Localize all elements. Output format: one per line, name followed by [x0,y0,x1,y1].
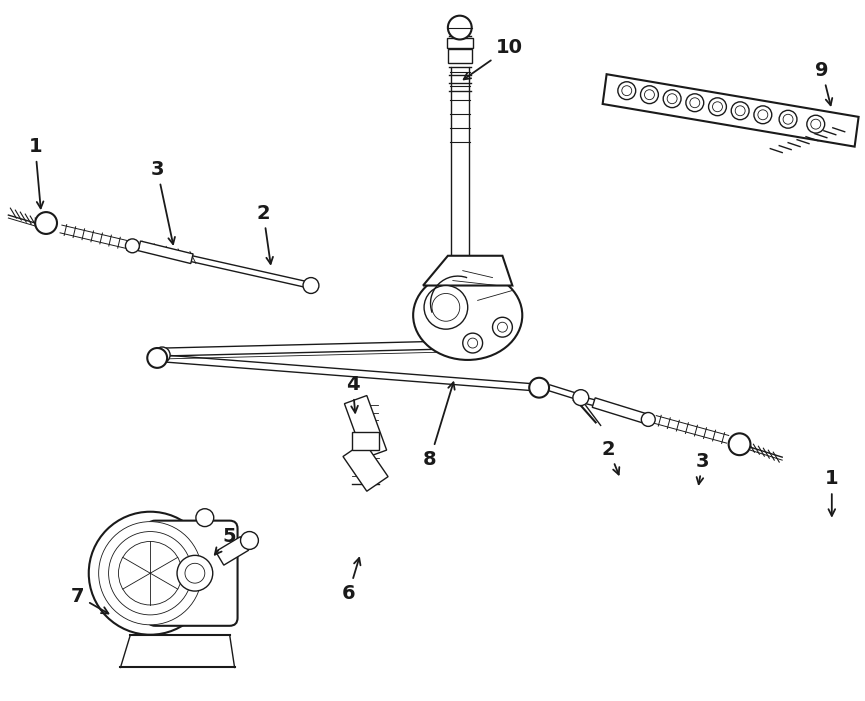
Text: 10: 10 [464,38,522,79]
Circle shape [240,531,259,550]
Circle shape [468,338,477,348]
Polygon shape [593,398,650,424]
Text: 7: 7 [71,587,108,613]
Circle shape [125,239,139,253]
Circle shape [89,512,212,634]
Circle shape [618,82,636,100]
Text: 3: 3 [696,451,709,484]
Circle shape [463,333,483,353]
Circle shape [109,531,192,615]
Circle shape [667,94,677,104]
Circle shape [432,294,460,321]
Text: 9: 9 [815,61,832,105]
Text: 1: 1 [825,470,839,516]
Circle shape [731,102,749,120]
Circle shape [783,114,793,124]
FancyBboxPatch shape [352,433,380,450]
FancyBboxPatch shape [448,49,471,63]
Circle shape [154,347,170,363]
Circle shape [448,15,471,39]
Text: 8: 8 [423,382,455,469]
Circle shape [497,322,508,332]
Circle shape [713,102,722,111]
Circle shape [492,318,512,337]
Polygon shape [138,241,193,264]
Circle shape [807,115,824,133]
Circle shape [779,110,797,128]
Circle shape [147,348,167,368]
Circle shape [641,412,655,426]
Circle shape [177,555,213,591]
Circle shape [529,378,549,397]
Circle shape [303,278,319,294]
Circle shape [686,94,704,111]
Circle shape [622,86,631,95]
Circle shape [573,390,589,406]
Circle shape [185,564,205,583]
Ellipse shape [413,271,522,360]
Circle shape [754,106,772,123]
Polygon shape [344,395,387,458]
Circle shape [644,90,655,100]
Polygon shape [603,74,859,147]
Circle shape [119,541,182,605]
Circle shape [728,433,751,455]
Text: 6: 6 [342,558,361,603]
Polygon shape [343,442,388,491]
Circle shape [690,97,700,108]
Polygon shape [423,256,512,285]
Polygon shape [215,537,248,565]
Text: 2: 2 [602,440,619,475]
Text: 1: 1 [29,137,43,208]
Circle shape [195,509,214,526]
Text: 4: 4 [346,375,360,413]
Circle shape [811,119,821,129]
Circle shape [640,86,658,104]
Circle shape [424,285,468,329]
Circle shape [735,106,745,116]
FancyBboxPatch shape [147,521,238,626]
Text: 3: 3 [151,160,175,244]
Circle shape [663,90,681,108]
Text: 2: 2 [257,203,273,264]
Circle shape [35,212,57,234]
Polygon shape [447,39,472,48]
Text: 5: 5 [215,527,236,554]
Circle shape [99,522,202,625]
Circle shape [708,98,727,116]
Circle shape [758,110,768,120]
